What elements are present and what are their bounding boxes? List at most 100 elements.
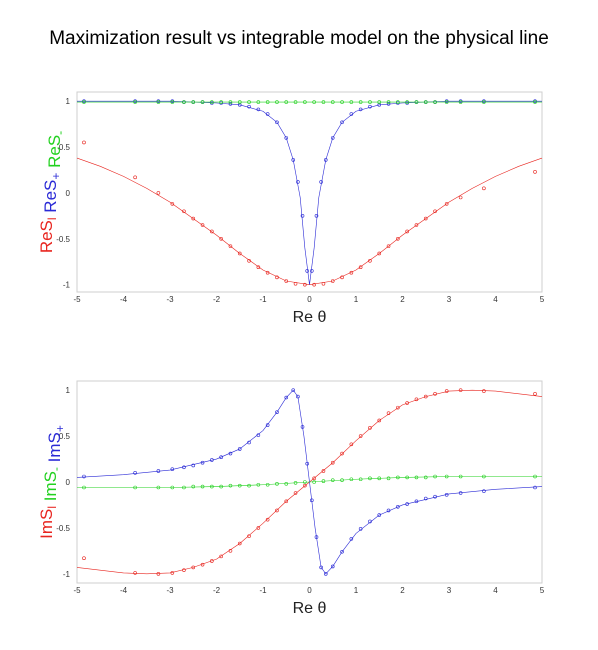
data-point-green [200,100,205,104]
y-label-subscript: l [45,217,59,220]
data-point-green [228,483,233,488]
data-point-blue [237,447,242,451]
data-point-blue [296,394,300,399]
data-point-red [133,571,137,575]
y-tick-label: -0.5 [56,524,70,533]
y-tick-label: 0 [66,478,71,487]
data-point-green [533,474,537,479]
data-point-red [182,209,186,214]
data-point-green [312,100,316,104]
data-point-red [303,282,307,287]
data-point-blue [300,214,305,218]
data-point-blue [228,102,233,106]
data-point-blue [305,269,309,273]
data-point-green [396,475,400,480]
data-point-red [312,282,316,287]
data-point-blue [305,461,309,466]
series-curve-green [77,476,542,488]
y-label-subscript: + [53,425,67,432]
data-point-blue [133,471,137,475]
y-axis-label: ImSl ImS- ImS+ [37,425,67,539]
y-axis-label: ReSl ReS+ ReS- [37,131,67,253]
data-point-green [458,474,463,479]
data-point-green [423,100,428,104]
data-point-blue [291,158,296,162]
data-point-green [237,483,242,488]
data-point-blue [265,112,270,116]
data-point-green [414,475,419,480]
data-point-red [340,275,344,280]
data-point-red [423,216,428,221]
data-point-green [423,475,428,480]
data-point-blue [191,463,196,468]
x-tick-label: 3 [447,586,452,595]
data-point-red [228,244,233,248]
data-point-green [377,476,382,481]
data-point-green [182,100,186,104]
data-point-red [358,265,363,270]
data-point-red [321,469,326,473]
data-point-blue [458,491,463,495]
data-point-red [482,389,486,393]
data-point-green [275,482,279,486]
data-point-blue [358,107,363,112]
data-point-green [200,484,205,489]
y-tick-label: -1 [63,281,71,290]
data-point-blue [368,104,372,109]
data-point-blue [284,136,289,140]
data-point-red [458,388,463,392]
x-tick-label: 5 [540,295,545,304]
data-point-blue [405,502,409,506]
data-point-green [377,100,382,104]
data-point-green [368,100,372,104]
data-point-green [482,100,486,104]
data-point-blue [247,104,251,109]
data-point-green [219,484,223,489]
x-tick-label: -3 [166,586,174,595]
data-point-blue [284,395,289,400]
data-point-green [330,478,335,482]
data-point-blue [330,136,335,140]
data-point-green [293,481,298,485]
data-point-red [330,279,335,283]
data-point-red [247,534,251,538]
x-tick-label: 0 [307,295,312,304]
data-point-green [191,100,196,104]
x-tick-label: 4 [493,295,498,304]
data-point-green [133,100,137,104]
y-label-subscript: l [45,506,59,509]
y-tick-label: 0 [66,189,71,198]
y-tick-label: 1 [66,97,71,106]
data-point-red [312,476,316,481]
data-point-blue [265,423,270,427]
data-point-green [191,484,196,489]
series-curve-red [76,157,543,285]
data-point-blue [296,180,300,184]
data-point-green [228,100,233,104]
data-point-green [405,100,409,104]
x-tick-label: 2 [400,586,405,595]
data-point-blue [368,519,372,524]
data-point-blue [340,120,344,125]
data-point-red [368,259,372,263]
data-point-green [405,475,409,480]
data-point-red [482,186,486,191]
x-tick-label: -2 [213,295,221,304]
data-point-red [396,236,400,241]
y-label-part: ImS [45,432,64,467]
data-point-green [170,100,175,104]
data-point-green [349,477,354,482]
data-point-blue [210,458,214,462]
data-point-green [340,100,344,104]
data-point-red [200,562,205,567]
data-point-red [191,565,196,570]
data-point-red [423,394,428,399]
data-point-green [321,100,326,104]
data-point-blue [358,527,363,531]
y-label-subscript: + [49,173,63,180]
data-point-red [533,392,537,396]
data-point-red [156,572,161,576]
data-point-red [200,223,205,227]
